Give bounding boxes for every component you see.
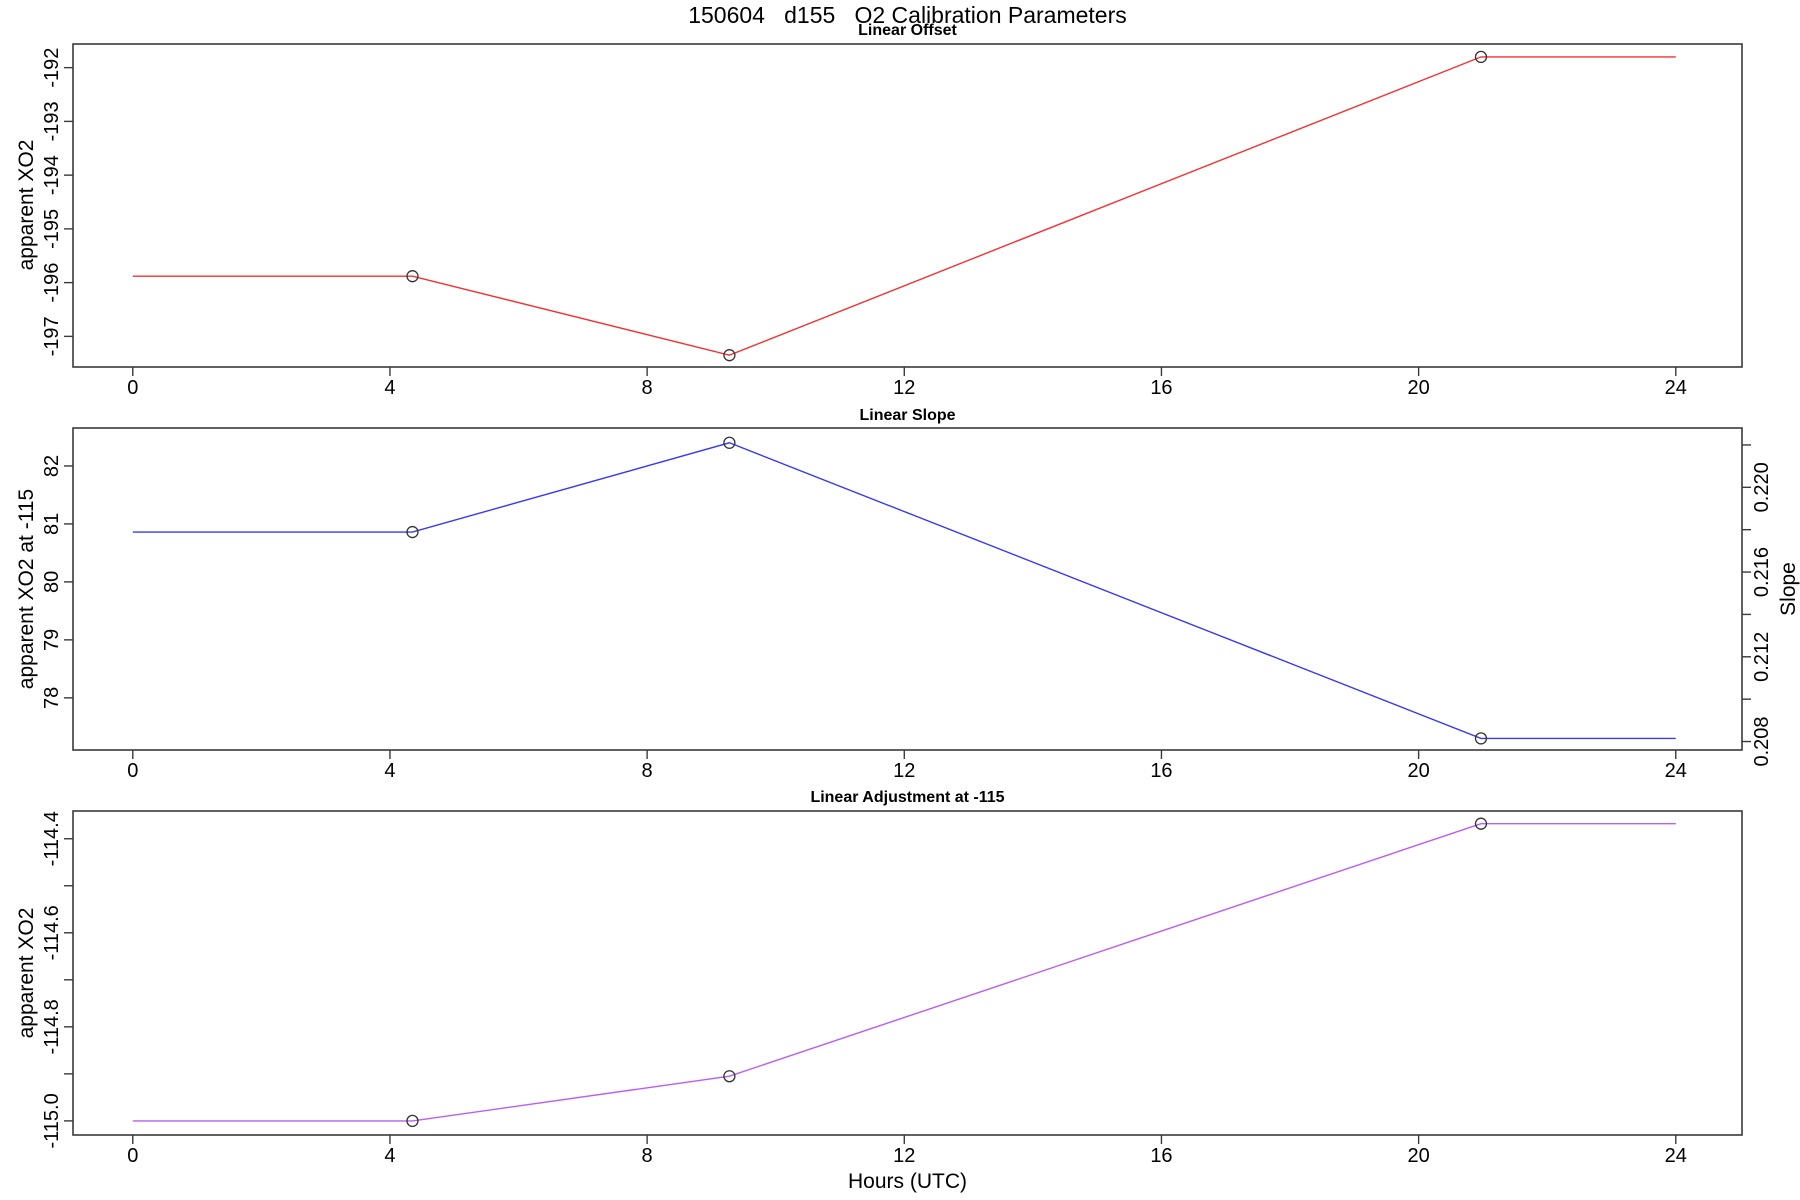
data-point	[1474, 732, 1488, 745]
x-tick-label: 12	[893, 760, 915, 782]
data-point	[1474, 50, 1488, 64]
panel-title-linear-slope: Linear Slope	[859, 407, 956, 424]
x-tick-label: 8	[642, 377, 653, 399]
x-tick-label: 4	[384, 760, 395, 782]
x-tick-label: 4	[384, 377, 395, 399]
data-point	[723, 436, 736, 449]
y-tick-label: -195	[41, 209, 63, 249]
y-tick-right-label: 0.208	[1751, 716, 1773, 766]
y-tick-label: -114.4	[41, 811, 63, 866]
y-tick-label: 81	[41, 513, 63, 535]
x-tick-label: 20	[1407, 1145, 1429, 1167]
panel-linear-adjustment-at-115: 0 4 8 12 16 20 24 -115.0 -114.8 -114.6 -114.4	[41, 810, 1743, 1167]
x-tick-label: 8	[642, 1145, 653, 1167]
figure-title: 150604 d155 O2 Calibration Parameters	[688, 2, 1127, 28]
x-tick-label: 16	[1150, 377, 1172, 399]
x-tick-label: 16	[1150, 1145, 1172, 1167]
data-point	[406, 525, 419, 539]
x-tick-label: 24	[1665, 1145, 1687, 1167]
y-tick-label: -115.0	[41, 1093, 63, 1148]
x-tick-label: 20	[1407, 760, 1429, 782]
panel-title-linear-adjustment: Linear Adjustment at -115	[810, 789, 1005, 806]
panel-linear-offset: 0 4 8 12 16 20 24 -197 -196 -195 -194 -193 -192	[41, 43, 1743, 399]
y-tick-label: -193	[41, 101, 63, 141]
y-tick-right-label: 0.212	[1751, 632, 1773, 682]
y-axis-title-adjustment: apparent XO2	[15, 907, 38, 1039]
plot-border	[72, 810, 1743, 1136]
data-line	[132, 442, 1676, 740]
data-point	[406, 270, 419, 283]
y-tick-label: -194	[41, 155, 63, 195]
data-point	[723, 1070, 736, 1083]
y-tick-label: 78	[41, 687, 63, 709]
y-tick-label: 80	[41, 571, 63, 593]
y-tick-label: 82	[41, 455, 63, 477]
data-point	[1474, 817, 1488, 830]
x-tick-label: 0	[127, 1145, 138, 1167]
y-tick-label: -192	[41, 48, 63, 88]
x-tick-label: 20	[1407, 377, 1429, 399]
y-axis-title-offset: apparent XO2	[15, 139, 38, 271]
x-tick-label: 24	[1665, 760, 1687, 782]
y-axis-title-slope-left: apparent XO2 at -115	[15, 488, 38, 690]
x-tick-label: 16	[1150, 760, 1172, 782]
x-tick-label: 4	[384, 1145, 395, 1167]
x-tick-label: 0	[127, 377, 138, 399]
y-tick-label: 79	[41, 629, 63, 651]
data-line	[132, 822, 1676, 1122]
plot-border	[72, 427, 1743, 751]
panel-linear-slope: 0 4 8 12 16 20 24 78 79 80 81 82 0.208 0.212 0.216 0.22…	[41, 427, 1773, 782]
x-tick-label: 24	[1665, 377, 1687, 399]
y-tick-label: -197	[41, 316, 63, 356]
y-tick-right-label: 0.216	[1751, 547, 1773, 597]
y-tick-label: -196	[41, 263, 63, 303]
x-tick-label: 0	[127, 760, 138, 782]
data-point	[406, 1114, 419, 1128]
x-tick-label: 12	[893, 377, 915, 399]
y-axis-title-slope-right: Slope	[1777, 562, 1800, 616]
x-axis-title: Hours (UTC)	[848, 1170, 967, 1193]
y-tick-right-label: 0.220	[1751, 462, 1773, 512]
data-line	[132, 56, 1676, 356]
panel-title-linear-offset: Linear Offset	[858, 22, 957, 39]
x-tick-label: 12	[893, 1145, 915, 1167]
x-tick-label: 8	[642, 760, 653, 782]
y-tick-label: -114.8	[41, 999, 63, 1054]
y-tick-label: -114.6	[41, 905, 63, 960]
data-point	[723, 349, 736, 362]
plot-border	[72, 43, 1743, 368]
